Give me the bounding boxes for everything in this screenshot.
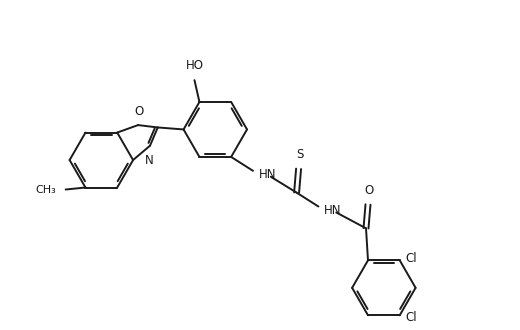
Text: CH₃: CH₃ [35, 184, 56, 194]
Text: S: S [296, 148, 303, 161]
Text: Cl: Cl [406, 252, 417, 265]
Text: HN: HN [324, 204, 342, 217]
Text: O: O [365, 183, 373, 197]
Text: HO: HO [186, 59, 203, 72]
Text: HN: HN [259, 168, 277, 181]
Text: O: O [135, 105, 144, 118]
Text: N: N [145, 154, 153, 167]
Text: Cl: Cl [406, 311, 417, 324]
